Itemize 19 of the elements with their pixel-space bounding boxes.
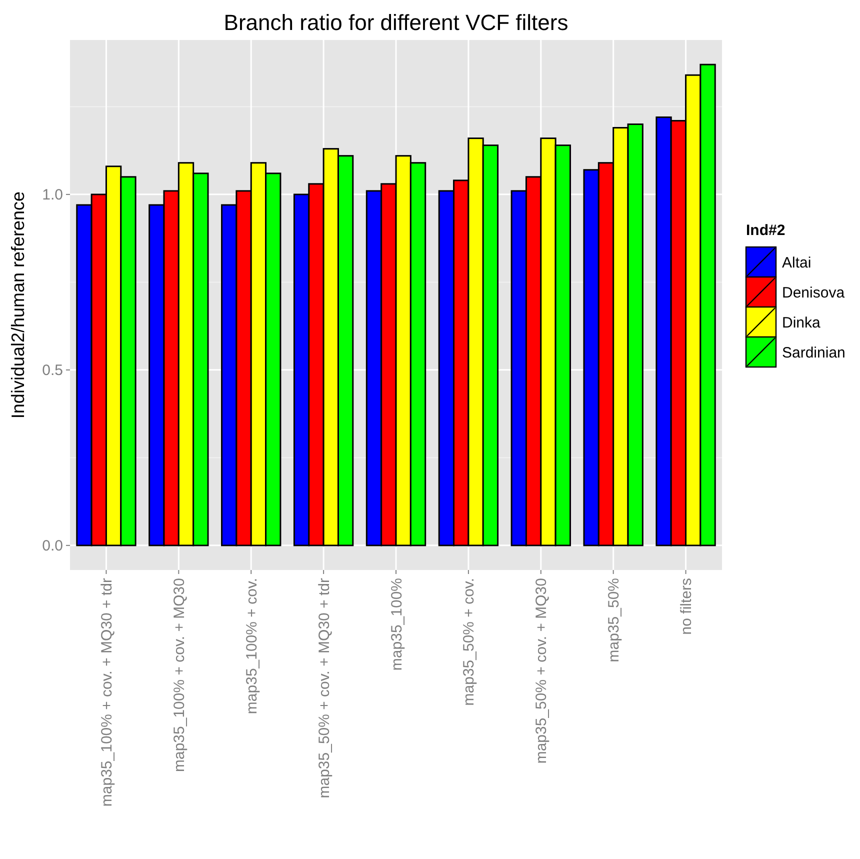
x-tick-label: map35_50% + cov. + MQ30 <box>533 578 550 764</box>
x-tick-label: map35_50% + cov. <box>460 578 478 706</box>
y-tick-label: 0.0 <box>42 538 63 555</box>
y-tick-label: 0.5 <box>42 362 63 380</box>
y-tick-label: 1.0 <box>42 186 63 204</box>
x-tick-label: map35_50% <box>606 578 623 662</box>
x-tick-label: map35_50% + cov. + MQ30 + tdr <box>316 578 333 798</box>
x-tick-label: map35_100% + cov. <box>243 578 260 714</box>
x-tick-label: no filters <box>678 578 696 635</box>
legend-title: Ind#2 <box>746 222 786 239</box>
chart-title: Branch ratio for different VCF filters <box>224 10 568 35</box>
legend-label: Denisova <box>782 284 846 302</box>
y-axis-title: Individual2/human reference <box>8 191 28 419</box>
x-tick-label: map35_100% + cov. + MQ30 + tdr <box>98 578 116 807</box>
legend-label: Dinka <box>782 314 822 332</box>
x-tick-label: map35_100% <box>388 578 406 671</box>
legend-label: Altai <box>782 254 812 272</box>
legend-label: Sardinian <box>782 344 846 362</box>
x-tick-label: map35_100% + cov. + MQ30 <box>170 578 188 772</box>
